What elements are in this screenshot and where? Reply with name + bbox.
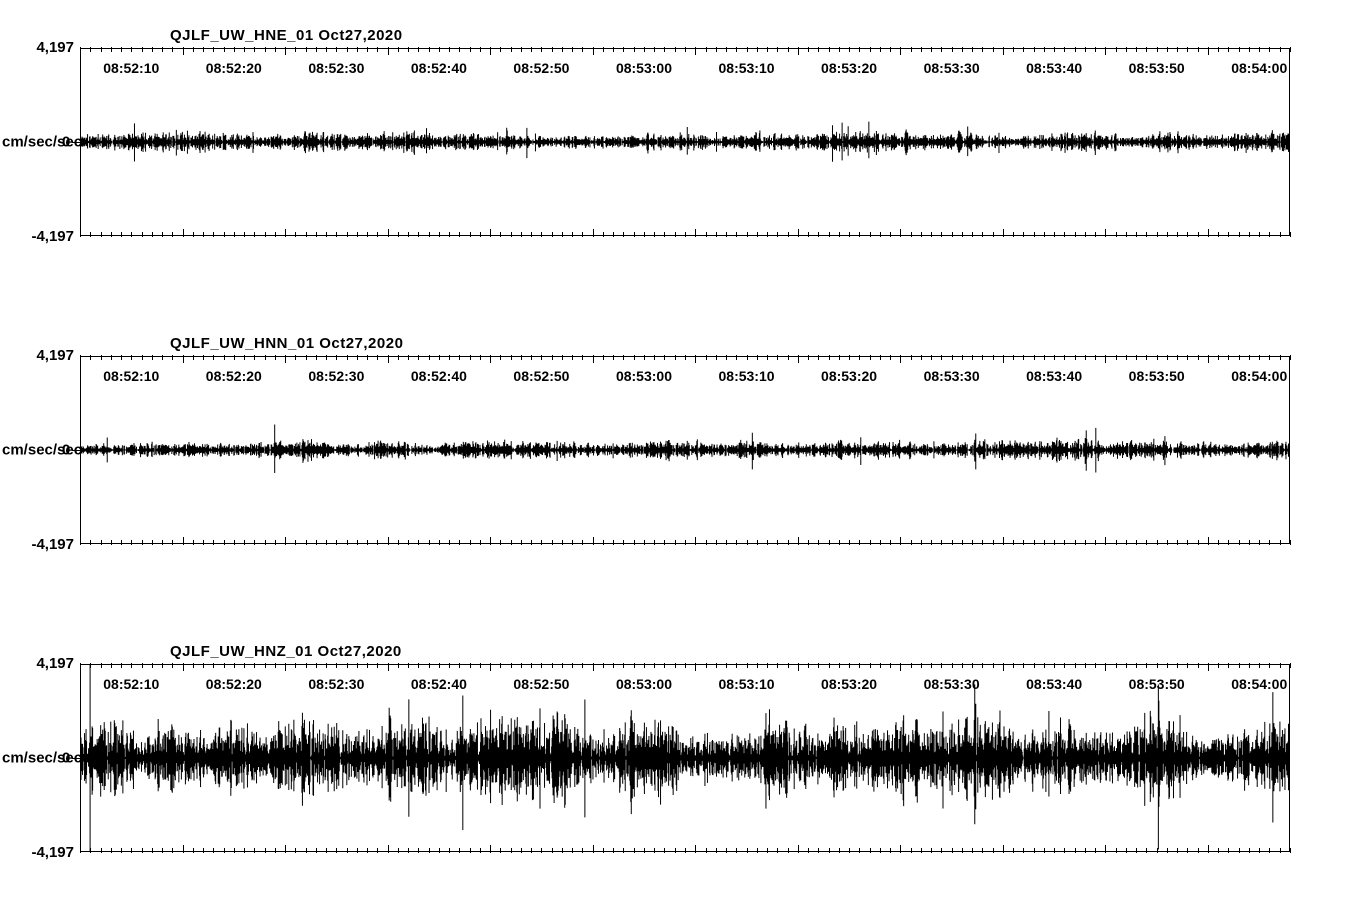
minor-tick bbox=[1290, 47, 1291, 52]
waveform-trace-hnz bbox=[80, 664, 1290, 852]
seismogram-panel-hne: QJLF_UW_HNE_01 Oct27,2020 08:52:10 08:52:2… bbox=[0, 0, 1358, 308]
seismogram-panel-hnn: QJLF_UW_HNN_01 Oct27,2020 08:52:10 08:52:2… bbox=[0, 308, 1358, 616]
seismogram-viewer: QJLF_UW_HNE_01 Oct27,2020 08:52:10 08:52:2… bbox=[0, 0, 1358, 924]
waveform-trace-hnn bbox=[80, 356, 1290, 544]
panel-title: QJLF_UW_HNE_01 Oct27,2020 bbox=[170, 27, 403, 44]
plot-area-hnz: QJLF_UW_HNZ_01 Oct27,2020 08:52:10 08:52:2… bbox=[80, 664, 1290, 852]
y-axis-min-label: -4,197 bbox=[12, 844, 74, 861]
y-axis-min-label: -4,197 bbox=[12, 536, 74, 553]
y-axis-max-label: 4,197 bbox=[12, 655, 74, 672]
minor-tick bbox=[1290, 848, 1291, 853]
y-axis-zero-tick bbox=[72, 142, 80, 143]
panel-title: QJLF_UW_HNN_01 Oct27,2020 bbox=[170, 335, 403, 352]
y-axis-min-label: -4,197 bbox=[12, 228, 74, 245]
y-axis-zero-label: 0 bbox=[62, 750, 70, 767]
plot-area-hnn: QJLF_UW_HNN_01 Oct27,2020 08:52:10 08:52:2… bbox=[80, 356, 1290, 544]
y-axis-max-label: 4,197 bbox=[12, 39, 74, 56]
minor-tick bbox=[1290, 663, 1291, 668]
y-axis-zero-tick bbox=[72, 450, 80, 451]
minor-tick bbox=[1290, 540, 1291, 545]
minor-tick bbox=[1290, 232, 1291, 237]
y-axis-zero-tick bbox=[72, 758, 80, 759]
plot-area-hne: QJLF_UW_HNE_01 Oct27,2020 08:52:10 08:52:2… bbox=[80, 48, 1290, 236]
y-axis-max-label: 4,197 bbox=[12, 347, 74, 364]
seismogram-panel-hnz: QJLF_UW_HNZ_01 Oct27,2020 08:52:10 08:52:2… bbox=[0, 616, 1358, 924]
y-axis-zero-label: 0 bbox=[62, 442, 70, 459]
minor-tick bbox=[1290, 355, 1291, 360]
waveform-trace-hne bbox=[80, 48, 1290, 236]
y-axis-zero-label: 0 bbox=[62, 134, 70, 151]
panel-title: QJLF_UW_HNZ_01 Oct27,2020 bbox=[170, 643, 402, 660]
